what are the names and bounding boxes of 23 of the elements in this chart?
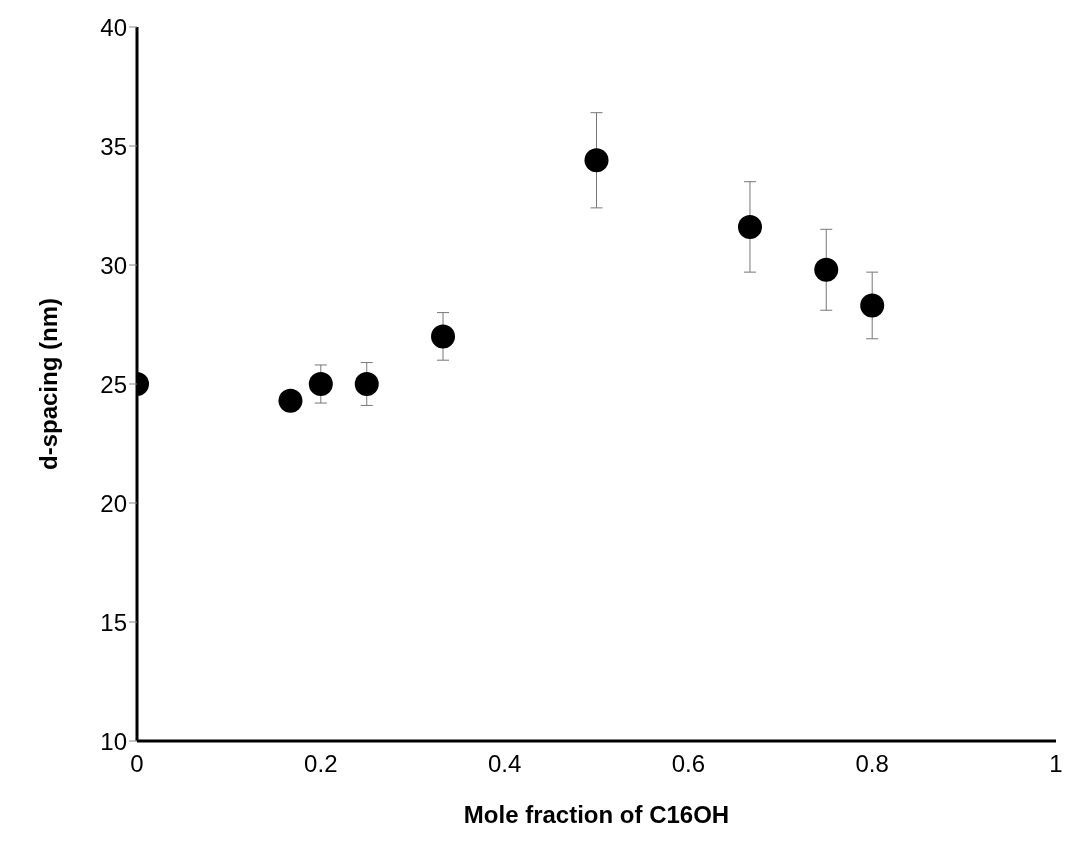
x-axis-title: Mole fraction of C16OH — [463, 801, 730, 828]
x-tick-label: 1 — [1049, 750, 1063, 778]
y-tick-label: 10 — [100, 727, 127, 755]
y-tick-label: 35 — [100, 132, 127, 160]
x-tick-label: 0.4 — [487, 750, 522, 778]
x-tick-label: 0.2 — [304, 750, 338, 778]
point — [737, 214, 762, 239]
point — [431, 324, 456, 349]
point — [584, 148, 609, 173]
y-tick-label: 15 — [100, 608, 127, 636]
x-tick-label: 0 — [130, 750, 144, 778]
y-tick-label: 40 — [100, 13, 127, 41]
x-tick-label: 0.6 — [671, 750, 706, 778]
point — [278, 388, 303, 413]
x-tick-label: 0.8 — [855, 750, 889, 778]
point — [354, 372, 379, 396]
point — [860, 293, 885, 318]
y-axis-title: d-spacing (nm) — [34, 298, 62, 470]
y-tick-label: 25 — [100, 370, 127, 398]
y-tick-label: 20 — [100, 489, 127, 517]
y-tick-label: 30 — [100, 251, 127, 279]
point — [814, 257, 839, 282]
point — [308, 372, 333, 396]
